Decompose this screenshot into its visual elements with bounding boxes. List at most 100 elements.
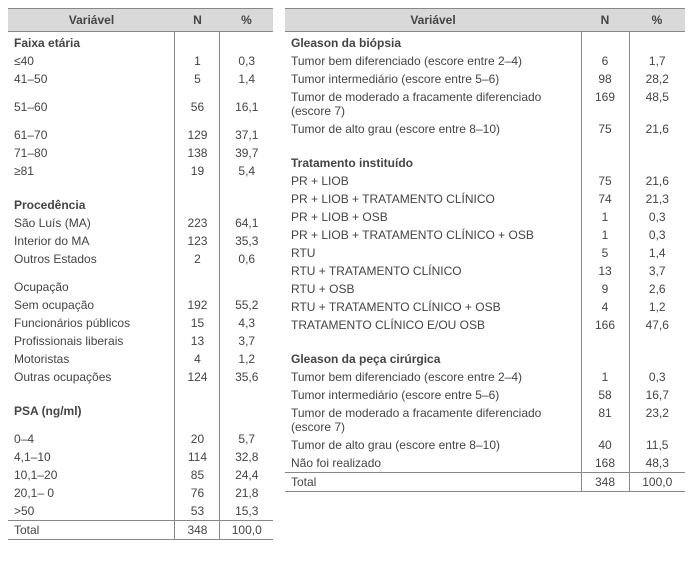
left-table: Variável N % Faixa etária≤4010,341–5051,…	[8, 8, 273, 540]
table-row: Tumor de alto grau (escore entre 8–10)40…	[285, 436, 685, 454]
table-row: >505315,3	[8, 502, 273, 521]
table-row: RTU + TRATAMENTO CLÍNICO + OSB41,2	[285, 298, 685, 316]
row-n: 1	[581, 226, 629, 244]
row-n: 9	[581, 280, 629, 298]
row-label: Tumor bem diferenciado (escore entre 2–4…	[285, 52, 581, 70]
row-pct: 16,7	[629, 386, 685, 404]
row-n: 4	[581, 298, 629, 316]
row-n: 81	[581, 404, 629, 436]
row-label: Interior do MA	[8, 232, 175, 250]
row-label: TRATAMENTO CLÍNICO E/OU OSB	[285, 316, 581, 334]
header-pct: %	[629, 9, 685, 32]
right-column: Variável N % Gleason da biópsiaTumor bem…	[285, 8, 685, 540]
total-row: Total348100,0	[285, 473, 685, 492]
table-row: Interior do MA12335,3	[8, 232, 273, 250]
table-row: Sem ocupação19255,2	[8, 296, 273, 314]
row-label: Motoristas	[8, 350, 175, 368]
row-label: Tumor de alto grau (escore entre 8–10)	[285, 120, 581, 138]
row-pct: 35,3	[220, 232, 273, 250]
row-pct: 0,6	[220, 250, 273, 268]
section-title: PSA (ng/ml)	[8, 396, 175, 420]
row-label: São Luís (MA)	[8, 214, 175, 232]
row-n: 138	[175, 144, 220, 162]
row-pct: 2,6	[629, 280, 685, 298]
row-pct: 1,2	[220, 350, 273, 368]
row-n	[175, 278, 220, 296]
row-pct: 21,6	[629, 172, 685, 190]
table-row: PR + LIOB + TRATAMENTO CLÍNICO + OSB10,3	[285, 226, 685, 244]
right-table: Variável N % Gleason da biópsiaTumor bem…	[285, 8, 685, 492]
table-row: 41–5051,4	[8, 70, 273, 88]
row-pct: 5,7	[220, 430, 273, 448]
table-row: Outras ocupações12435,6	[8, 368, 273, 386]
row-n: 13	[581, 262, 629, 280]
row-pct: 32,8	[220, 448, 273, 466]
header-n: N	[581, 9, 629, 32]
table-row: Tumor intermediário (escore entre 5–6)58…	[285, 386, 685, 404]
row-n: 223	[175, 214, 220, 232]
table-row: PR + LIOB7521,6	[285, 172, 685, 190]
table-row: PR + LIOB + TRATAMENTO CLÍNICO7421,3	[285, 190, 685, 208]
row-pct: 3,7	[220, 332, 273, 350]
row-pct: 23,2	[629, 404, 685, 436]
row-pct: 48,5	[629, 88, 685, 120]
row-pct: 35,6	[220, 368, 273, 386]
table-row: TRATAMENTO CLÍNICO E/OU OSB16647,6	[285, 316, 685, 334]
row-n: 1	[581, 208, 629, 226]
table-row: São Luís (MA)22364,1	[8, 214, 273, 232]
row-n: 6	[581, 52, 629, 70]
row-n: 5	[581, 244, 629, 262]
table-row: 20,1– 07621,8	[8, 484, 273, 502]
row-n: 75	[581, 120, 629, 138]
row-pct: 1,4	[220, 70, 273, 88]
row-label: PR + LIOB + OSB	[285, 208, 581, 226]
row-n: 166	[581, 316, 629, 334]
header-variable: Variável	[285, 9, 581, 32]
row-label: Tumor de moderado a fracamente diferenci…	[285, 88, 581, 120]
row-n: 74	[581, 190, 629, 208]
row-pct: 24,4	[220, 466, 273, 484]
header-pct: %	[220, 9, 273, 32]
row-n: 168	[581, 454, 629, 473]
left-column: Variável N % Faixa etária≤4010,341–5051,…	[8, 8, 273, 540]
spacer-row	[8, 386, 273, 396]
row-label: >50	[8, 502, 175, 521]
table-row: Motoristas41,2	[8, 350, 273, 368]
row-label: RTU + TRATAMENTO CLÍNICO + OSB	[285, 298, 581, 316]
section-header-row: Faixa etária	[8, 32, 273, 53]
spacer-row	[8, 420, 273, 430]
table-row: RTU + OSB92,6	[285, 280, 685, 298]
total-row: Total348100,0	[8, 521, 273, 540]
row-pct: 3,7	[629, 262, 685, 280]
row-pct: 0,3	[629, 226, 685, 244]
table-row: PR + LIOB + OSB10,3	[285, 208, 685, 226]
row-label: PR + LIOB + TRATAMENTO CLÍNICO	[285, 190, 581, 208]
spacer-row	[8, 88, 273, 98]
total-label: Total	[285, 473, 581, 492]
row-pct: 0,3	[220, 52, 273, 70]
section-header-row: Gleason da biópsia	[285, 32, 685, 53]
row-pct: 21,8	[220, 484, 273, 502]
row-label: RTU + OSB	[285, 280, 581, 298]
row-n: 123	[175, 232, 220, 250]
total-n: 348	[581, 473, 629, 492]
table-row: ≤4010,3	[8, 52, 273, 70]
table-row: 61–7012937,1	[8, 126, 273, 144]
table-row: Profissionais liberais133,7	[8, 332, 273, 350]
row-pct: 1,2	[629, 298, 685, 316]
row-n: 98	[581, 70, 629, 88]
row-label: RTU + TRATAMENTO CLÍNICO	[285, 262, 581, 280]
row-pct: 4,3	[220, 314, 273, 332]
row-pct: 21,3	[629, 190, 685, 208]
row-n: 76	[175, 484, 220, 502]
section-header-row: Gleason da peça cirúrgica	[285, 344, 685, 368]
total-pct: 100,0	[629, 473, 685, 492]
row-pct: 0,3	[629, 208, 685, 226]
spacer-row	[285, 334, 685, 344]
row-pct: 55,2	[220, 296, 273, 314]
row-n: 20	[175, 430, 220, 448]
row-pct: 21,6	[629, 120, 685, 138]
row-n: 5	[175, 70, 220, 88]
row-label: 61–70	[8, 126, 175, 144]
table-row: Tumor bem diferenciado (escore entre 2–4…	[285, 52, 685, 70]
